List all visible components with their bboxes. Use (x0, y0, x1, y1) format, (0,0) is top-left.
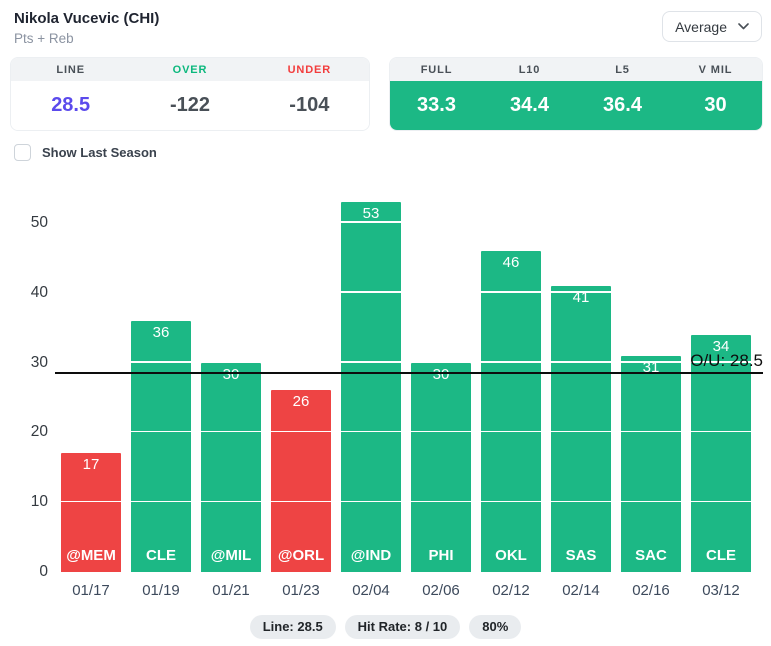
bar-01/17[interactable]: 17 @MEM (61, 453, 121, 572)
bar-value-label: 17 (82, 456, 100, 474)
bar-02/04[interactable]: 53 @IND (341, 201, 401, 572)
over-under-line (55, 372, 763, 375)
checkbox-icon[interactable] (14, 144, 31, 161)
stat-type-label: Pts + Reb (14, 31, 74, 46)
show-last-season-toggle[interactable]: Show Last Season (14, 144, 157, 161)
bar-value-label: 30 (432, 365, 450, 383)
odds-panel: LINE OVER UNDER 28.5 -122 -104 (10, 57, 370, 131)
bar-opponent-label: SAC (635, 547, 667, 564)
average-dropdown[interactable]: Average (662, 11, 762, 42)
x-tick-label: 01/23 (282, 582, 320, 599)
over-column-header: OVER (172, 63, 208, 76)
bar-01/19[interactable]: 36 CLE (131, 320, 191, 572)
y-axis: 0 10 20 30 40 50 (0, 195, 48, 580)
bar-01/23[interactable]: 26 @ORL (271, 390, 331, 572)
under-column-header: UNDER (287, 63, 332, 76)
over-odds-value: -122 (169, 94, 210, 116)
line-badge: Line: 28.5 (249, 615, 336, 639)
bar-value-label: 34 (712, 337, 730, 355)
gridline (56, 430, 756, 433)
bar-opponent-label: @MEM (66, 547, 116, 564)
bar-opponent-label: @MIL (210, 547, 252, 564)
gridline (56, 221, 756, 223)
bar-opponent-label: CLE (706, 547, 736, 564)
x-tick-label: 01/19 (142, 582, 180, 599)
bar-02/06[interactable]: 30 PHI (411, 362, 471, 572)
bar-opponent-label: OKL (495, 547, 527, 564)
bar-value-label: 53 (362, 204, 380, 222)
stat-panels: LINE OVER UNDER 28.5 -122 -104 FULL L10 … (10, 57, 763, 131)
bar-01/21[interactable]: 30 @MIL (201, 362, 261, 572)
over-under-line-label: O/U: 28.5 (690, 351, 763, 371)
bar-opponent-label: PHI (428, 547, 454, 564)
hit-rate-badge: Hit Rate: 8 / 10 (344, 615, 461, 639)
y-tick-label: 10 (30, 493, 48, 511)
checkbox-label: Show Last Season (42, 145, 157, 160)
hit-rate-percent-badge: 80% (469, 615, 522, 639)
gridline (56, 500, 756, 503)
bar-value-label: 36 (152, 323, 170, 341)
line-value: 28.5 (51, 94, 91, 116)
bar-03/12[interactable]: 34 CLE (691, 334, 751, 572)
player-title: Nikola Vucevic (CHI) (14, 10, 160, 27)
full-column-header: FULL (420, 63, 453, 76)
y-tick-label: 30 (30, 353, 48, 371)
bar-chart: 0 10 20 30 40 50 17 @MEM 36 CLE 30 @MIL 26 @ORL 53 @IN… (0, 195, 771, 607)
vs-opponent-column-header: V MIL (698, 63, 733, 76)
averages-panel: FULL L10 L5 V MIL 33.3 34.4 36.4 30 (389, 57, 763, 131)
bar-02/16[interactable]: 31 SAC (621, 355, 681, 572)
plot-area: 17 @MEM 36 CLE 30 @MIL 26 @ORL 53 @IND 30 PHI 46 OKL 4… (56, 195, 756, 572)
x-axis: 01/17 01/19 01/21 01/23 02/04 02/06 02/12 02/14… (56, 582, 756, 602)
y-tick-label: 40 (30, 283, 48, 301)
bar-02/12[interactable]: 46 OKL (481, 250, 541, 572)
bar-opponent-label: @IND (350, 547, 392, 564)
bar-opponent-label: CLE (146, 547, 176, 564)
l5-column-header: L5 (615, 63, 630, 76)
l5-average-value: 36.4 (603, 94, 642, 116)
bar-value-label: 30 (222, 365, 240, 383)
vs-opponent-average-value: 30 (704, 94, 727, 116)
y-tick-label: 20 (30, 423, 48, 441)
bar-value-label: 41 (572, 288, 590, 306)
y-tick-label: 50 (30, 213, 48, 231)
l10-column-header: L10 (518, 63, 541, 76)
gridline (56, 361, 756, 363)
x-tick-label: 03/12 (702, 582, 740, 599)
y-tick-label: 0 (39, 563, 48, 580)
bar-value-label: 46 (502, 253, 520, 271)
x-tick-label: 01/17 (72, 582, 110, 599)
bar-opponent-label: @ORL (277, 547, 325, 564)
chart-footer: Line: 28.5 Hit Rate: 8 / 10 80% (0, 615, 771, 639)
x-tick-label: 02/12 (492, 582, 530, 599)
bar-value-label: 31 (642, 358, 660, 376)
x-tick-label: 02/04 (352, 582, 390, 599)
bar-02/14[interactable]: 41 SAS (551, 285, 611, 572)
gridline (56, 291, 756, 293)
x-tick-label: 01/21 (212, 582, 250, 599)
line-column-header: LINE (56, 63, 85, 76)
bar-opponent-label: SAS (565, 547, 597, 564)
under-odds-value: -104 (289, 94, 330, 116)
l10-average-value: 34.4 (510, 94, 549, 116)
average-dropdown-value: Average (675, 18, 727, 35)
full-average-value: 33.3 (417, 94, 456, 116)
chevron-down-icon (738, 23, 749, 30)
bar-value-label: 26 (292, 393, 310, 411)
x-tick-label: 02/14 (562, 582, 600, 599)
x-tick-label: 02/16 (632, 582, 670, 599)
x-tick-label: 02/06 (422, 582, 460, 599)
